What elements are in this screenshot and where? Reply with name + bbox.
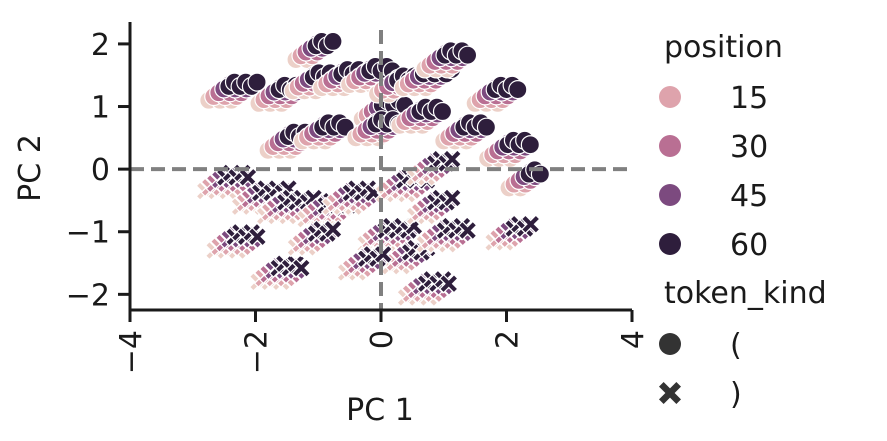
y-tick-label: 2 [91, 28, 110, 63]
scatter-point-open-paren [508, 80, 528, 100]
y-tick-label: 1 [91, 91, 110, 126]
x-axis-label: PC 1 [346, 393, 414, 428]
legend-label-token-kind: ( [730, 328, 742, 363]
y-tick-label: −2 [66, 278, 110, 313]
scatter-point-close-paren [520, 214, 541, 235]
legend-style-entries: () [659, 328, 742, 412]
legend: position 15 30 45 60 token_kind () [659, 30, 827, 412]
legend-label-position: 30 [730, 130, 768, 165]
scatter-point-open-paren [247, 72, 267, 92]
legend-hue-title: position [664, 30, 783, 65]
legend-label-token-kind: ) [730, 377, 742, 412]
scatter-point-close-paren [442, 149, 463, 169]
legend-marker-circle-icon [659, 333, 681, 355]
scatter-point-open-paren [457, 45, 478, 65]
scatter-point-close-paren [442, 188, 463, 208]
x-tick-label: −4 [114, 330, 149, 374]
scatter-point-close-paren [323, 219, 343, 240]
scatter-points [195, 31, 550, 308]
legend-label-position: 60 [730, 228, 768, 263]
scatter-point-close-paren [291, 258, 312, 278]
x-axis-ticks: −4 −2 0 2 4 [114, 310, 651, 374]
x-tick-label: 2 [491, 330, 526, 349]
scatter-point-open-paren [520, 135, 540, 155]
legend-swatch-position-15 [659, 86, 681, 108]
x-tick-label: 0 [365, 330, 400, 349]
scatter-point-open-paren [476, 117, 497, 137]
scatter-point-close-paren [457, 220, 478, 241]
legend-swatch-position-60 [659, 233, 681, 255]
y-tick-label: 0 [91, 153, 110, 188]
scatter-point-close-paren [438, 273, 459, 294]
legend-style-title: token_kind [664, 276, 827, 311]
legend-marker-x-icon [659, 382, 681, 404]
scatter-point-open-paren [323, 31, 343, 52]
scatter-point-open-paren [432, 101, 453, 122]
x-tick-label: 4 [616, 330, 651, 349]
legend-swatch-position-45 [659, 184, 681, 206]
legend-swatch-position-30 [659, 135, 681, 157]
legend-label-position: 45 [730, 179, 768, 214]
x-tick-label: −2 [240, 330, 275, 374]
scatter-point-close-paren [373, 244, 394, 265]
y-axis-label: PC 2 [13, 134, 48, 202]
y-tick-label: −1 [66, 216, 110, 251]
legend-label-position: 15 [730, 81, 768, 116]
y-axis-ticks: −2 −1 0 1 2 [66, 28, 130, 313]
legend-hue-entries: 15 30 45 60 [659, 81, 768, 263]
scatter-point-close-paren [247, 226, 268, 247]
